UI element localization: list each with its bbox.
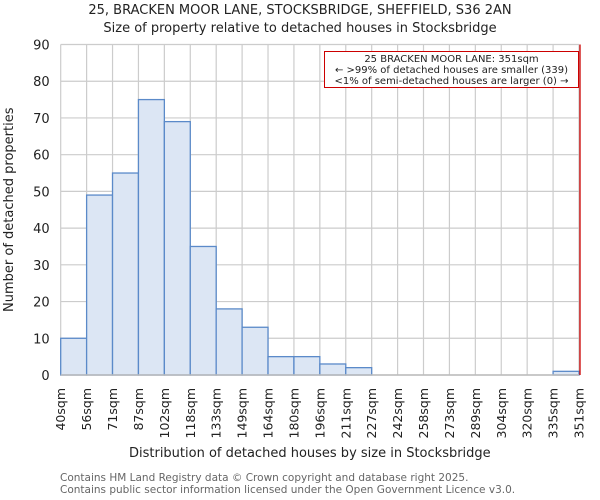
x-tick-label: 273sqm xyxy=(442,388,457,438)
y-tick-label: 10 xyxy=(33,332,50,347)
x-tick-label: 149sqm xyxy=(235,388,250,438)
x-tick-label: 258sqm xyxy=(416,388,431,438)
footer-line-1: Contains HM Land Registry data © Crown c… xyxy=(60,472,469,484)
histogram-bar xyxy=(215,308,243,376)
x-tick-label: 320sqm xyxy=(520,388,535,438)
x-axis-label: Distribution of detached houses by size … xyxy=(129,446,491,461)
x-tick-label: 180sqm xyxy=(286,388,301,438)
x-tick-label: 164sqm xyxy=(261,388,276,438)
x-tick-label: 40sqm xyxy=(53,388,68,431)
y-tick-label: 40 xyxy=(33,222,50,237)
y-axis-label: Number of detached properties xyxy=(2,107,17,312)
chart-title: 25, BRACKEN MOOR LANE, STOCKSBRIDGE, SHE… xyxy=(88,3,512,18)
histogram-bar xyxy=(111,172,140,376)
x-tick-label: 118sqm xyxy=(183,388,198,438)
chart-subtitle: Size of property relative to detached ho… xyxy=(103,21,497,36)
histogram-bar xyxy=(241,326,269,376)
x-tick-label: 133sqm xyxy=(209,388,224,438)
x-tick-label: 71sqm xyxy=(105,388,120,431)
histogram-chart: 0 10 20 30 40 50 60 70 80 90 40sqm 56sqm 71sqm 87sqm 1… xyxy=(2,39,587,462)
histogram-bar xyxy=(293,355,321,376)
y-tick-label: 90 xyxy=(33,39,50,54)
x-tick-label: 289sqm xyxy=(468,388,483,438)
footer-line-2: Contains public sector information licen… xyxy=(60,483,516,496)
histogram-bar xyxy=(345,367,373,376)
property-annotation-box: 25 BRACKEN MOOR LANE: 351sqm ← >99% of d… xyxy=(324,51,579,88)
histogram-bar xyxy=(163,120,191,376)
x-tick-label: 102sqm xyxy=(157,388,172,438)
x-tick-label: 56sqm xyxy=(79,388,94,431)
y-tick-label: 0 xyxy=(41,369,49,384)
y-tick-label: 50 xyxy=(33,185,50,200)
x-tick-label: 211sqm xyxy=(338,388,353,438)
histogram-bar xyxy=(189,245,217,376)
histogram-bar xyxy=(319,363,347,376)
histogram-bar xyxy=(85,194,114,376)
x-tick-label: 242sqm xyxy=(390,388,405,438)
histogram-bar xyxy=(137,98,166,376)
y-tick-label: 20 xyxy=(33,296,50,311)
x-tick-label: 304sqm xyxy=(494,388,509,438)
attribution-footer: Contains HM Land Registry data © Crown c… xyxy=(60,472,516,496)
x-tick-label: 335sqm xyxy=(546,388,561,438)
histogram-bar xyxy=(267,355,295,376)
x-tick-label: 87sqm xyxy=(131,388,146,431)
histogram-bar xyxy=(60,337,88,376)
x-tick-label: 227sqm xyxy=(364,388,379,438)
x-tick-label: 351sqm xyxy=(572,388,587,438)
y-tick-label: 30 xyxy=(33,259,50,274)
annotation-line-2: ← >99% of detached houses are smaller (3… xyxy=(334,65,569,76)
y-tick-label: 70 xyxy=(33,112,50,127)
annotation-line-3: <1% of semi-detached houses are larger (… xyxy=(334,76,569,87)
y-tick-label: 80 xyxy=(33,75,50,90)
annotation-line-1: 25 BRACKEN MOOR LANE: 351sqm xyxy=(364,54,539,65)
x-tick-label: 196sqm xyxy=(312,388,327,438)
y-tick-label: 60 xyxy=(33,149,50,164)
